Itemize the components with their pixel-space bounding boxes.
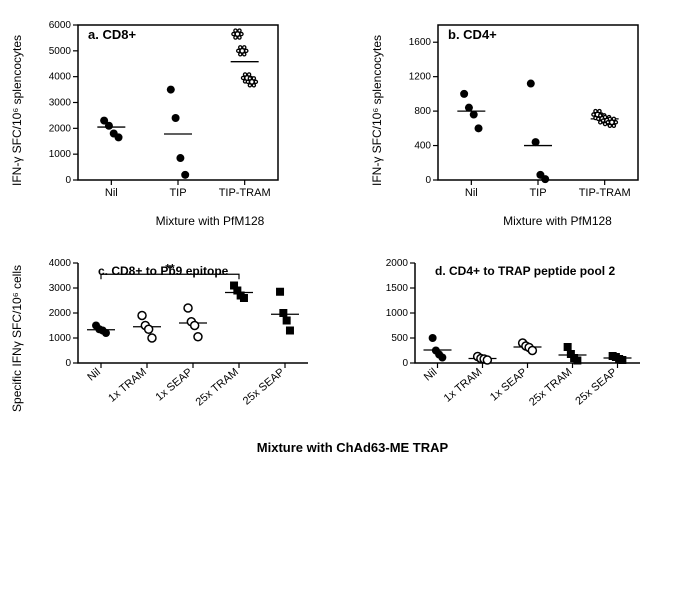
svg-text:25x SEAP: 25x SEAP [573,366,619,407]
panel-d: 0 500 1000 1500 2000 Nil1x TRAM1x SEAP25x TRA… [370,248,685,428]
svg-text:500: 500 [391,333,408,344]
svg-text:800: 800 [414,106,431,117]
svg-text:Nil: Nil [85,366,103,383]
svg-text:a. CD8+: a. CD8+ [88,27,136,42]
panel-a: IFN-γ SFC/10⁶ splencocytes 0 1000 2000 3000… [10,10,360,228]
panel-c-ylabel: Specific IFNγ SFC/10⁶ cells [10,265,24,412]
panel-b-chart: 0 400 800 1200 1600 Nil TIP TIP-TRAM b. CD4+ [388,10,648,210]
svg-text:1x SEAP: 1x SEAP [488,366,529,403]
panel-c-chart: 0 1000 2000 3000 4000 Nil1x TRAM1x SEAP25x TR… [28,248,318,428]
svg-text:1200: 1200 [409,72,432,83]
svg-text:1x TRAM: 1x TRAM [106,366,149,405]
svg-text:d. CD4+ to TRAP peptide pool 2: d. CD4+ to TRAP peptide pool 2 [435,264,615,278]
svg-text:4000: 4000 [49,258,72,269]
svg-text:1600: 1600 [409,37,432,48]
svg-text:1000: 1000 [49,149,72,160]
svg-text:2000: 2000 [49,123,72,134]
svg-text:0: 0 [402,358,408,369]
svg-text:2000: 2000 [49,308,72,319]
svg-text:5000: 5000 [49,46,72,57]
svg-text:1000: 1000 [386,308,409,319]
svg-text:25x SEAP: 25x SEAP [241,366,287,407]
svg-text:3000: 3000 [49,98,72,109]
svg-text:Nil: Nil [465,187,478,199]
svg-text:**: ** [165,261,175,275]
svg-text:TIP: TIP [169,187,186,199]
panel-b: IFN-γ SFC/10⁶ splencocytes 0 400 800 1200 16… [370,10,685,228]
panel-a-xlabel: Mixture with PfM128 [60,214,360,228]
svg-text:4000: 4000 [49,72,72,83]
panel-b-ylabel: IFN-γ SFC/10⁶ splencocytes [370,35,384,186]
svg-text:c. CD8+ to Pb9 epitope: c. CD8+ to Pb9 epitope [98,264,229,278]
svg-text:400: 400 [414,141,431,152]
svg-text:1000: 1000 [49,333,72,344]
svg-text:Nil: Nil [105,187,118,199]
svg-text:25x TRAM: 25x TRAM [527,366,574,408]
svg-text:TIP-TRAM: TIP-TRAM [579,187,631,199]
svg-text:6000: 6000 [49,20,72,31]
panel-b-xlabel: Mixture with PfM128 [420,214,685,228]
svg-text:Nil: Nil [422,366,440,383]
svg-text:0: 0 [425,175,431,186]
panel-d-chart: 0 500 1000 1500 2000 Nil1x TRAM1x SEAP25x TRA… [370,248,650,428]
svg-text:0: 0 [65,358,71,369]
svg-text:0: 0 [65,175,71,186]
bottom-xlabel: Mixture with ChAd63-ME TRAP [10,440,685,455]
svg-text:3000: 3000 [49,283,72,294]
svg-text:b. CD4+: b. CD4+ [448,27,497,42]
svg-text:TIP: TIP [529,187,546,199]
svg-text:TIP-TRAM: TIP-TRAM [219,187,271,199]
panel-a-chart: 0 1000 2000 3000 4000 5000 6000 Nil TIP TIP-TRAM a… [28,10,288,210]
svg-text:1500: 1500 [386,283,409,294]
panel-a-ylabel: IFN-γ SFC/10⁶ splencocytes [10,35,24,186]
svg-text:1x TRAM: 1x TRAM [442,366,485,405]
figure-grid: IFN-γ SFC/10⁶ splencocytes 0 1000 2000 3000… [10,10,685,455]
svg-text:25x TRAM: 25x TRAM [194,366,241,408]
svg-text:1x SEAP: 1x SEAP [153,366,194,403]
panel-c: Specific IFNγ SFC/10⁶ cells 0 1000 2000 300… [10,248,360,428]
svg-text:2000: 2000 [386,258,409,269]
